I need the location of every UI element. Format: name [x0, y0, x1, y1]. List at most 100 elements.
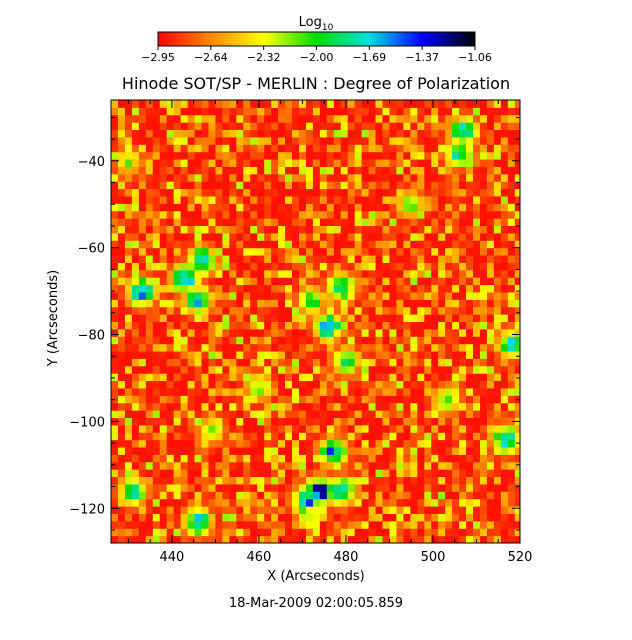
heatmap-cell [124, 373, 133, 382]
heatmap-cell [507, 498, 516, 507]
heatmap-cell [424, 159, 432, 167]
heatmap-cell [257, 469, 265, 478]
heatmap-cell [417, 520, 425, 529]
heatmap-cell [145, 373, 154, 382]
heatmap-cell [194, 535, 202, 544]
heatmap-cell [292, 151, 300, 160]
heatmap-cell [368, 506, 377, 514]
heatmap-cell [236, 417, 244, 426]
heatmap-cell [333, 181, 342, 190]
heatmap-cell [368, 387, 377, 396]
heatmap-cell [152, 535, 161, 544]
heatmap-cell [389, 380, 397, 389]
heatmap-cell [354, 306, 363, 315]
heatmap-cell [396, 203, 404, 212]
heatmap-cell [452, 122, 460, 131]
heatmap-cell [292, 506, 300, 514]
heatmap-cell [229, 520, 237, 529]
heatmap-cell [347, 343, 356, 352]
heatmap-cell [473, 491, 481, 500]
heatmap-cell [507, 181, 516, 190]
heatmap-cell [278, 513, 286, 522]
heatmap-cell [500, 373, 509, 382]
heatmap-cell [312, 483, 321, 492]
heatmap-cell [452, 328, 460, 337]
heatmap-cell [264, 291, 272, 300]
heatmap-cell [124, 269, 133, 278]
heatmap-cell [354, 136, 363, 145]
heatmap-cell [236, 188, 244, 197]
heatmap-cell [466, 151, 474, 160]
heatmap-cell [514, 461, 521, 470]
heatmap-cell [354, 100, 363, 108]
heatmap-cell [236, 262, 244, 271]
heatmap-cell [403, 461, 411, 470]
heatmap-cell [166, 395, 175, 404]
heatmap-cell [333, 240, 342, 249]
heatmap-cell [131, 535, 140, 544]
heatmap-cell [298, 173, 307, 182]
heatmap-cell [111, 284, 119, 293]
heatmap-cell [410, 454, 418, 463]
heatmap-cell [229, 129, 237, 138]
heatmap-cell [424, 291, 432, 300]
heatmap-cell [354, 314, 363, 322]
heatmap-cell [479, 284, 488, 293]
heatmap-cell [354, 129, 363, 138]
heatmap-cell [250, 122, 258, 131]
heatmap-cell [486, 299, 495, 308]
heatmap-cell [466, 314, 474, 322]
heatmap-cell [479, 461, 488, 470]
heatmap-cell [194, 151, 202, 160]
heatmap-cell [257, 122, 265, 131]
heatmap-cell [264, 432, 272, 441]
heatmap-cell [389, 262, 397, 271]
heatmap-cell [375, 491, 383, 500]
heatmap-cell [493, 269, 502, 278]
heatmap-cell [438, 380, 446, 389]
heatmap-cell [194, 424, 202, 433]
heatmap-cell [354, 247, 363, 256]
heatmap-cell [187, 195, 196, 204]
heatmap-cell [208, 336, 216, 345]
heatmap-cell [145, 469, 154, 478]
heatmap-cell [500, 232, 509, 241]
heatmap-cell [445, 380, 453, 389]
heatmap-cell [354, 476, 363, 485]
heatmap-cell [180, 306, 189, 315]
heatmap-cell [459, 195, 467, 204]
heatmap-cell [152, 159, 161, 167]
heatmap-cell [375, 424, 383, 433]
heatmap-cell [159, 100, 168, 108]
heatmap-cell [445, 195, 453, 204]
heatmap-cell [117, 351, 126, 359]
heatmap-cell [152, 343, 161, 352]
heatmap-cell [111, 336, 119, 345]
heatmap-cell [215, 173, 223, 182]
heatmap-cell [194, 447, 202, 455]
heatmap-cell [424, 373, 432, 382]
heatmap-cell [201, 358, 209, 367]
heatmap-cell [243, 255, 251, 263]
heatmap-cell [354, 188, 363, 197]
heatmap-cell [340, 173, 349, 182]
heatmap-cell [229, 410, 237, 418]
heatmap-cell [292, 210, 300, 219]
heatmap-cell [368, 351, 377, 359]
x-tick-label: 440 [160, 550, 185, 565]
heatmap-cell [243, 373, 251, 382]
heatmap-cell [507, 232, 516, 241]
heatmap-cell [410, 151, 418, 160]
heatmap-cell [222, 336, 230, 345]
heatmap-cell [264, 144, 272, 153]
heatmap-cell [382, 373, 390, 382]
heatmap-cell [424, 520, 432, 529]
heatmap-cell [382, 210, 390, 219]
heatmap-cell [333, 328, 342, 337]
heatmap-cell [117, 513, 126, 522]
heatmap-cell [486, 380, 495, 389]
heatmap-cell [340, 299, 349, 308]
heatmap-cell [347, 144, 356, 153]
heatmap-cell [493, 122, 502, 131]
heatmap-cell [285, 387, 293, 396]
